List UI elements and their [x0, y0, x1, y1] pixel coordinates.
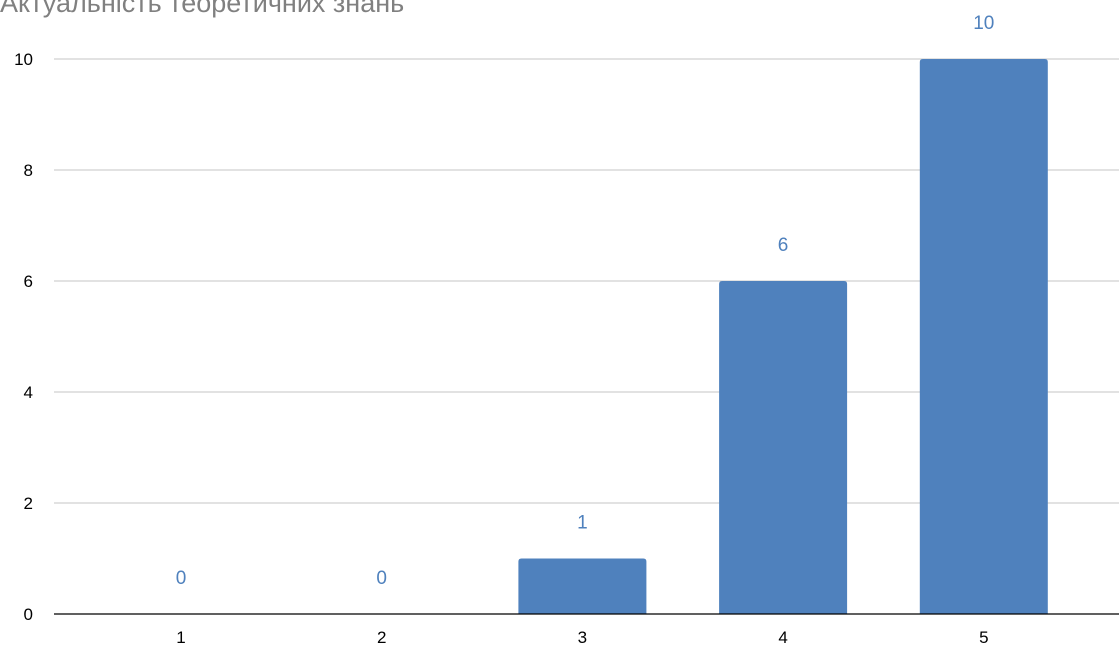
chart-title: Актуальність теоретичних знань — [0, 0, 405, 18]
bars — [518, 59, 1048, 614]
bar — [518, 558, 647, 614]
y-tick-label: 10 — [14, 50, 33, 69]
x-axis-tick-labels: 1 2 3 4 5 — [176, 628, 988, 647]
y-axis-tick-labels: 0 2 4 6 8 10 — [14, 50, 33, 624]
x-tick-label: 2 — [377, 628, 386, 647]
y-tick-label: 6 — [24, 272, 33, 291]
y-tick-label: 0 — [24, 605, 33, 624]
bar — [919, 59, 1048, 614]
x-tick-label: 3 — [578, 628, 587, 647]
y-tick-label: 8 — [24, 161, 33, 180]
data-label: 0 — [376, 568, 387, 589]
data-label: 0 — [176, 568, 187, 589]
y-tick-label: 4 — [24, 383, 33, 402]
bar — [719, 281, 848, 614]
x-tick-label: 4 — [778, 628, 787, 647]
x-tick-label: 1 — [176, 628, 185, 647]
data-label: 6 — [778, 235, 789, 256]
data-labels: 0 0 1 6 10 — [176, 13, 995, 589]
data-label: 10 — [973, 13, 994, 34]
data-label: 1 — [577, 513, 588, 534]
x-tick-label: 5 — [979, 628, 988, 647]
y-tick-label: 2 — [24, 494, 33, 513]
